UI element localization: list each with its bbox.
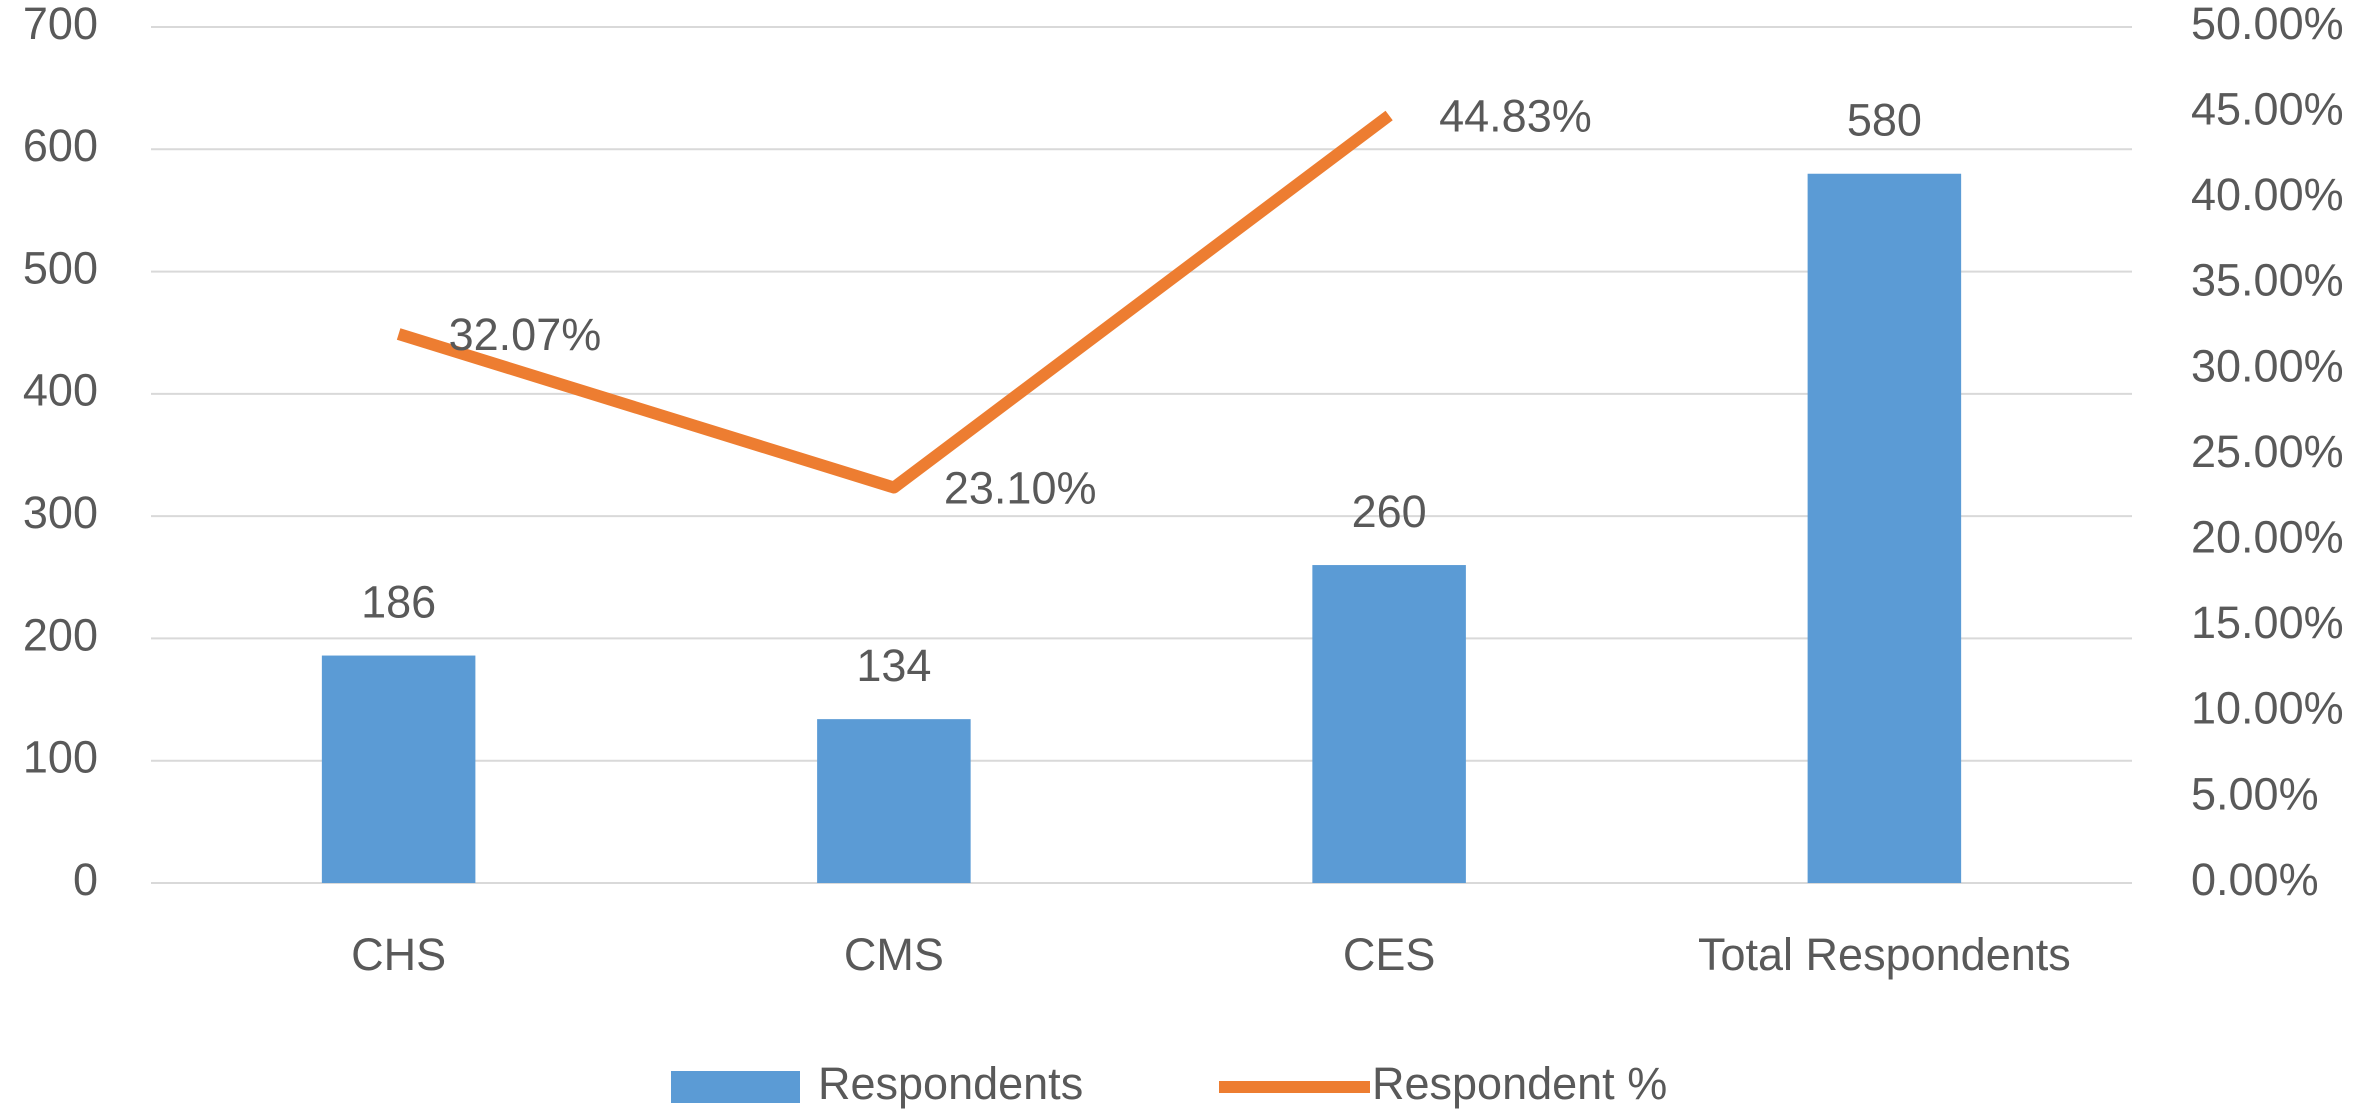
data-label: 44.83% bbox=[1439, 90, 1592, 141]
y2-tick-label: 40.00% bbox=[2191, 169, 2344, 220]
y2-tick-label: 45.00% bbox=[2191, 83, 2344, 134]
y2-tick-label: 5.00% bbox=[2191, 768, 2319, 819]
y-tick-label: 300 bbox=[23, 487, 98, 538]
data-label: 134 bbox=[856, 640, 931, 691]
x-tick-label: CMS bbox=[844, 929, 944, 980]
data-label: 186 bbox=[361, 576, 436, 627]
y2-tick-label: 15.00% bbox=[2191, 597, 2344, 648]
x-tick-label: Total Respondents bbox=[1698, 929, 2071, 980]
x-tick-label: CHS bbox=[351, 929, 446, 980]
line bbox=[396, 110, 1393, 494]
data-label: 260 bbox=[1352, 486, 1427, 537]
legend-swatch bbox=[671, 1071, 800, 1103]
y-tick-label: 400 bbox=[23, 365, 98, 416]
bar bbox=[1807, 173, 1962, 883]
y-tick-label: 700 bbox=[23, 0, 98, 49]
bar bbox=[321, 655, 476, 883]
y2-tick-label: 0.00% bbox=[2191, 854, 2319, 905]
legend-label: Respondents bbox=[818, 1058, 1083, 1109]
legend-label: Respondent % bbox=[1372, 1058, 1667, 1109]
y-tick-label: 500 bbox=[23, 242, 98, 293]
y2-tick-label: 50.00% bbox=[2191, 0, 2344, 49]
y2-tick-label: 35.00% bbox=[2191, 255, 2344, 306]
y2-tick-label: 25.00% bbox=[2191, 426, 2344, 477]
data-label: 32.07% bbox=[449, 309, 602, 360]
data-label: 580 bbox=[1847, 95, 1922, 146]
y2-tick-label: 30.00% bbox=[2191, 340, 2344, 391]
y-tick-label: 0 bbox=[73, 854, 98, 905]
data-label: 23.10% bbox=[944, 462, 1097, 513]
bar bbox=[1312, 565, 1466, 883]
x-tick-label: CES bbox=[1343, 929, 1436, 980]
y-tick-label: 100 bbox=[23, 732, 98, 783]
y2-tick-label: 20.00% bbox=[2191, 511, 2344, 562]
y2-tick-label: 10.00% bbox=[2191, 683, 2344, 734]
bar bbox=[817, 719, 971, 883]
y-tick-label: 200 bbox=[23, 609, 98, 660]
y-tick-label: 600 bbox=[23, 120, 98, 171]
